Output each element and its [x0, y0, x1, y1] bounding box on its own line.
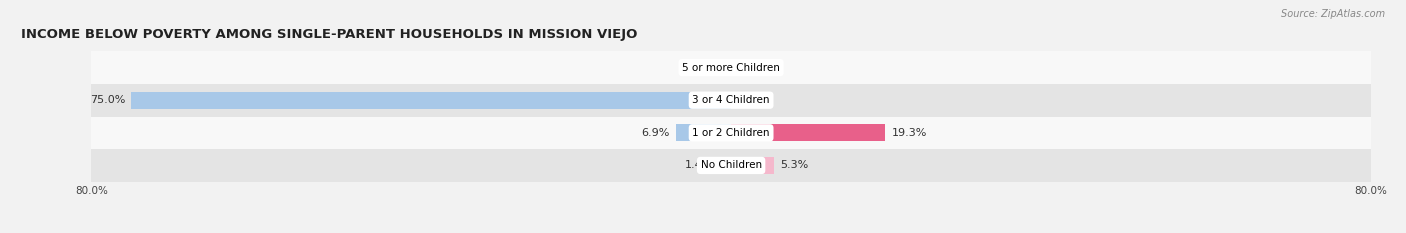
Text: 0.0%: 0.0% [738, 95, 766, 105]
Text: 5.3%: 5.3% [780, 161, 808, 170]
Bar [91, 84, 1371, 116]
Text: 0.0%: 0.0% [738, 63, 766, 72]
Text: Source: ZipAtlas.com: Source: ZipAtlas.com [1281, 9, 1385, 19]
Text: 5 or more Children: 5 or more Children [682, 63, 780, 72]
Text: 0.0%: 0.0% [696, 63, 724, 72]
Text: 6.9%: 6.9% [641, 128, 669, 138]
Text: 19.3%: 19.3% [891, 128, 927, 138]
Text: No Children: No Children [700, 161, 762, 170]
Bar [731, 124, 886, 141]
Bar [91, 149, 1371, 182]
Bar [131, 92, 731, 109]
Text: 1 or 2 Children: 1 or 2 Children [692, 128, 770, 138]
Bar [91, 116, 1371, 149]
Text: INCOME BELOW POVERTY AMONG SINGLE-PARENT HOUSEHOLDS IN MISSION VIEJO: INCOME BELOW POVERTY AMONG SINGLE-PARENT… [21, 28, 637, 41]
Bar [91, 51, 1371, 84]
Bar [731, 157, 773, 174]
Text: 3 or 4 Children: 3 or 4 Children [692, 95, 770, 105]
Text: 75.0%: 75.0% [90, 95, 125, 105]
Bar [720, 157, 731, 174]
Bar [676, 124, 731, 141]
Text: 1.4%: 1.4% [685, 161, 713, 170]
